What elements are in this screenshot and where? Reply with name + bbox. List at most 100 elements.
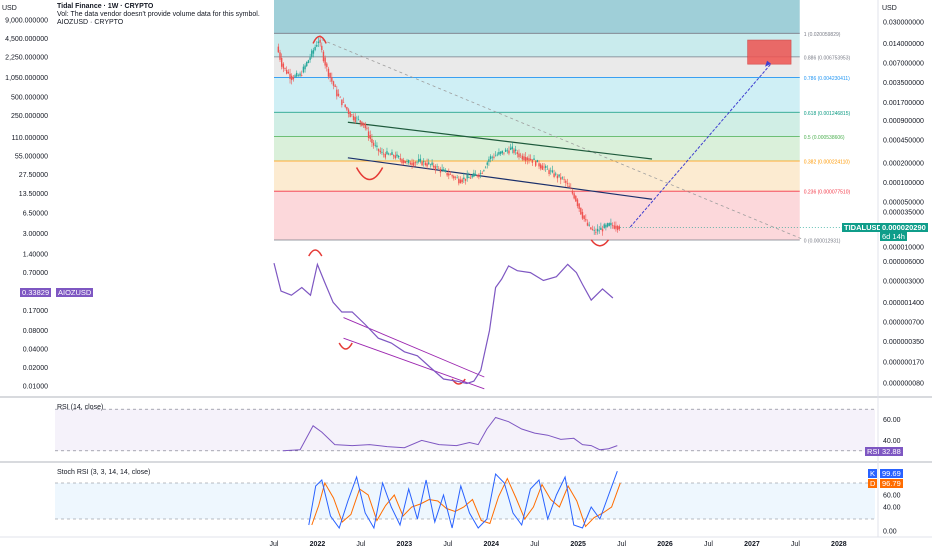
indicator-panes [55, 408, 876, 530]
candle-body [469, 177, 472, 179]
candle-body [503, 152, 505, 154]
candle-body [618, 226, 620, 230]
last-price-symbol-badge: TIDALUSD [842, 223, 884, 232]
candle-body [381, 151, 383, 153]
candle-body [529, 158, 532, 161]
candle-body [321, 45, 323, 51]
candle-body [580, 207, 582, 215]
candle-body [306, 61, 308, 67]
candle-body [464, 178, 467, 181]
left-axis-tick: 0.08000 [23, 328, 48, 335]
candle-body [575, 195, 577, 202]
aioz-wedge-upper [343, 317, 485, 378]
candle-body [451, 175, 453, 177]
candle-body [329, 72, 331, 78]
left-axis-tick: 0.02000 [23, 365, 48, 372]
fib-level-label: 0 (0.000012931) [804, 238, 841, 244]
candle-body [494, 155, 497, 157]
candle-body [371, 138, 373, 143]
chart-title[interactable]: Tidal Finance · 1W · CRYPTO [57, 3, 154, 10]
candle-body [568, 185, 570, 188]
candle-body [586, 222, 589, 226]
stoch-title[interactable]: Stoch RSI (3, 3, 14, 14, close) [57, 469, 151, 476]
bottom-curve [590, 239, 610, 247]
candle-body [331, 77, 333, 82]
candle-body [307, 60, 310, 64]
drawings[interactable] [308, 35, 805, 390]
candle-body [496, 154, 498, 156]
candle-body [613, 225, 615, 229]
candle-body [282, 63, 285, 69]
candle-body [461, 179, 463, 183]
candle-body [453, 176, 455, 179]
candle-body [474, 173, 477, 176]
fib-level-label: 0.786 (0.004230411) [804, 76, 850, 82]
left-axis-tick: 0.70000 [23, 270, 48, 277]
candle-body [550, 170, 552, 172]
time-axis-tick: Jul [704, 541, 713, 548]
candle-body [513, 149, 515, 153]
left-axis-tick: 4,500.000000 [5, 36, 48, 43]
candle-body [296, 72, 298, 77]
candle-body [506, 150, 508, 152]
left-axis-tick: 9,000.000000 [5, 18, 48, 25]
overlay-symbol-legend[interactable]: AIOZUSD · CRYPTO [57, 19, 124, 26]
volume-note: Vol: The data vendor doesn't provide vol… [57, 11, 260, 18]
candle-body [504, 149, 507, 152]
candle-body [414, 162, 417, 164]
candle-body [484, 167, 487, 169]
candle-body [499, 151, 502, 154]
candle-body [533, 158, 535, 161]
right-axis-tick: 0.000200000 [883, 160, 924, 167]
candle-body [327, 68, 330, 77]
candle-body [501, 150, 503, 154]
candle-body [570, 188, 572, 189]
time-axis-tick: 2026 [657, 541, 673, 548]
candle-body [551, 170, 554, 173]
candle-body [591, 229, 594, 230]
rsi-band [55, 409, 875, 451]
fib-level-label: 0.618 (0.001246815) [804, 111, 851, 117]
right-axis-tick: 0.030000000 [883, 20, 924, 27]
time-axis-tick: 2027 [744, 541, 760, 548]
candle-body [553, 173, 555, 177]
candle-body [357, 119, 360, 120]
time-axis-tick: 2023 [397, 541, 413, 548]
candle-body [372, 142, 375, 146]
rsi-title[interactable]: RSI (14, close) [57, 404, 104, 411]
candle-body [601, 229, 604, 232]
rsi-label-badge: RSI [865, 447, 882, 456]
stoch-d-label: D [868, 479, 878, 488]
candle-body [610, 222, 612, 226]
candle-body [603, 224, 605, 229]
fib-level-label: 0.886 (0.006753953) [804, 55, 851, 61]
candle-body [314, 46, 316, 51]
fib-zone [274, 191, 800, 240]
candle-body [334, 85, 336, 87]
candle-body [339, 96, 341, 98]
candle-body [431, 162, 433, 166]
stoch-k-value: 99.69 [880, 469, 903, 478]
candle-body [292, 77, 295, 80]
time-axis-tick: Jul [443, 541, 452, 548]
candle-body [384, 153, 386, 158]
candle-body [498, 152, 500, 155]
candle-body [429, 164, 432, 166]
candle-body [280, 57, 283, 67]
candle-body [446, 172, 448, 176]
candle-body [543, 166, 545, 168]
fibonacci-retracement[interactable]: 1 (0.020059829) 0.886 (0.006753953) 0.786 … [274, 0, 851, 244]
right-axis-tick: 0.003500000 [883, 80, 924, 87]
candle-body [473, 172, 475, 177]
candle-body [528, 158, 530, 161]
candle-body [588, 224, 590, 226]
candle-body [367, 131, 370, 138]
candle-body [535, 160, 537, 166]
candle-body [401, 159, 403, 164]
bottom-curve [338, 342, 353, 350]
candle-body [590, 227, 592, 230]
stoch-k-line [308, 471, 618, 530]
candle-body [351, 114, 353, 116]
candle-body [416, 161, 418, 163]
candle-body [436, 166, 438, 168]
